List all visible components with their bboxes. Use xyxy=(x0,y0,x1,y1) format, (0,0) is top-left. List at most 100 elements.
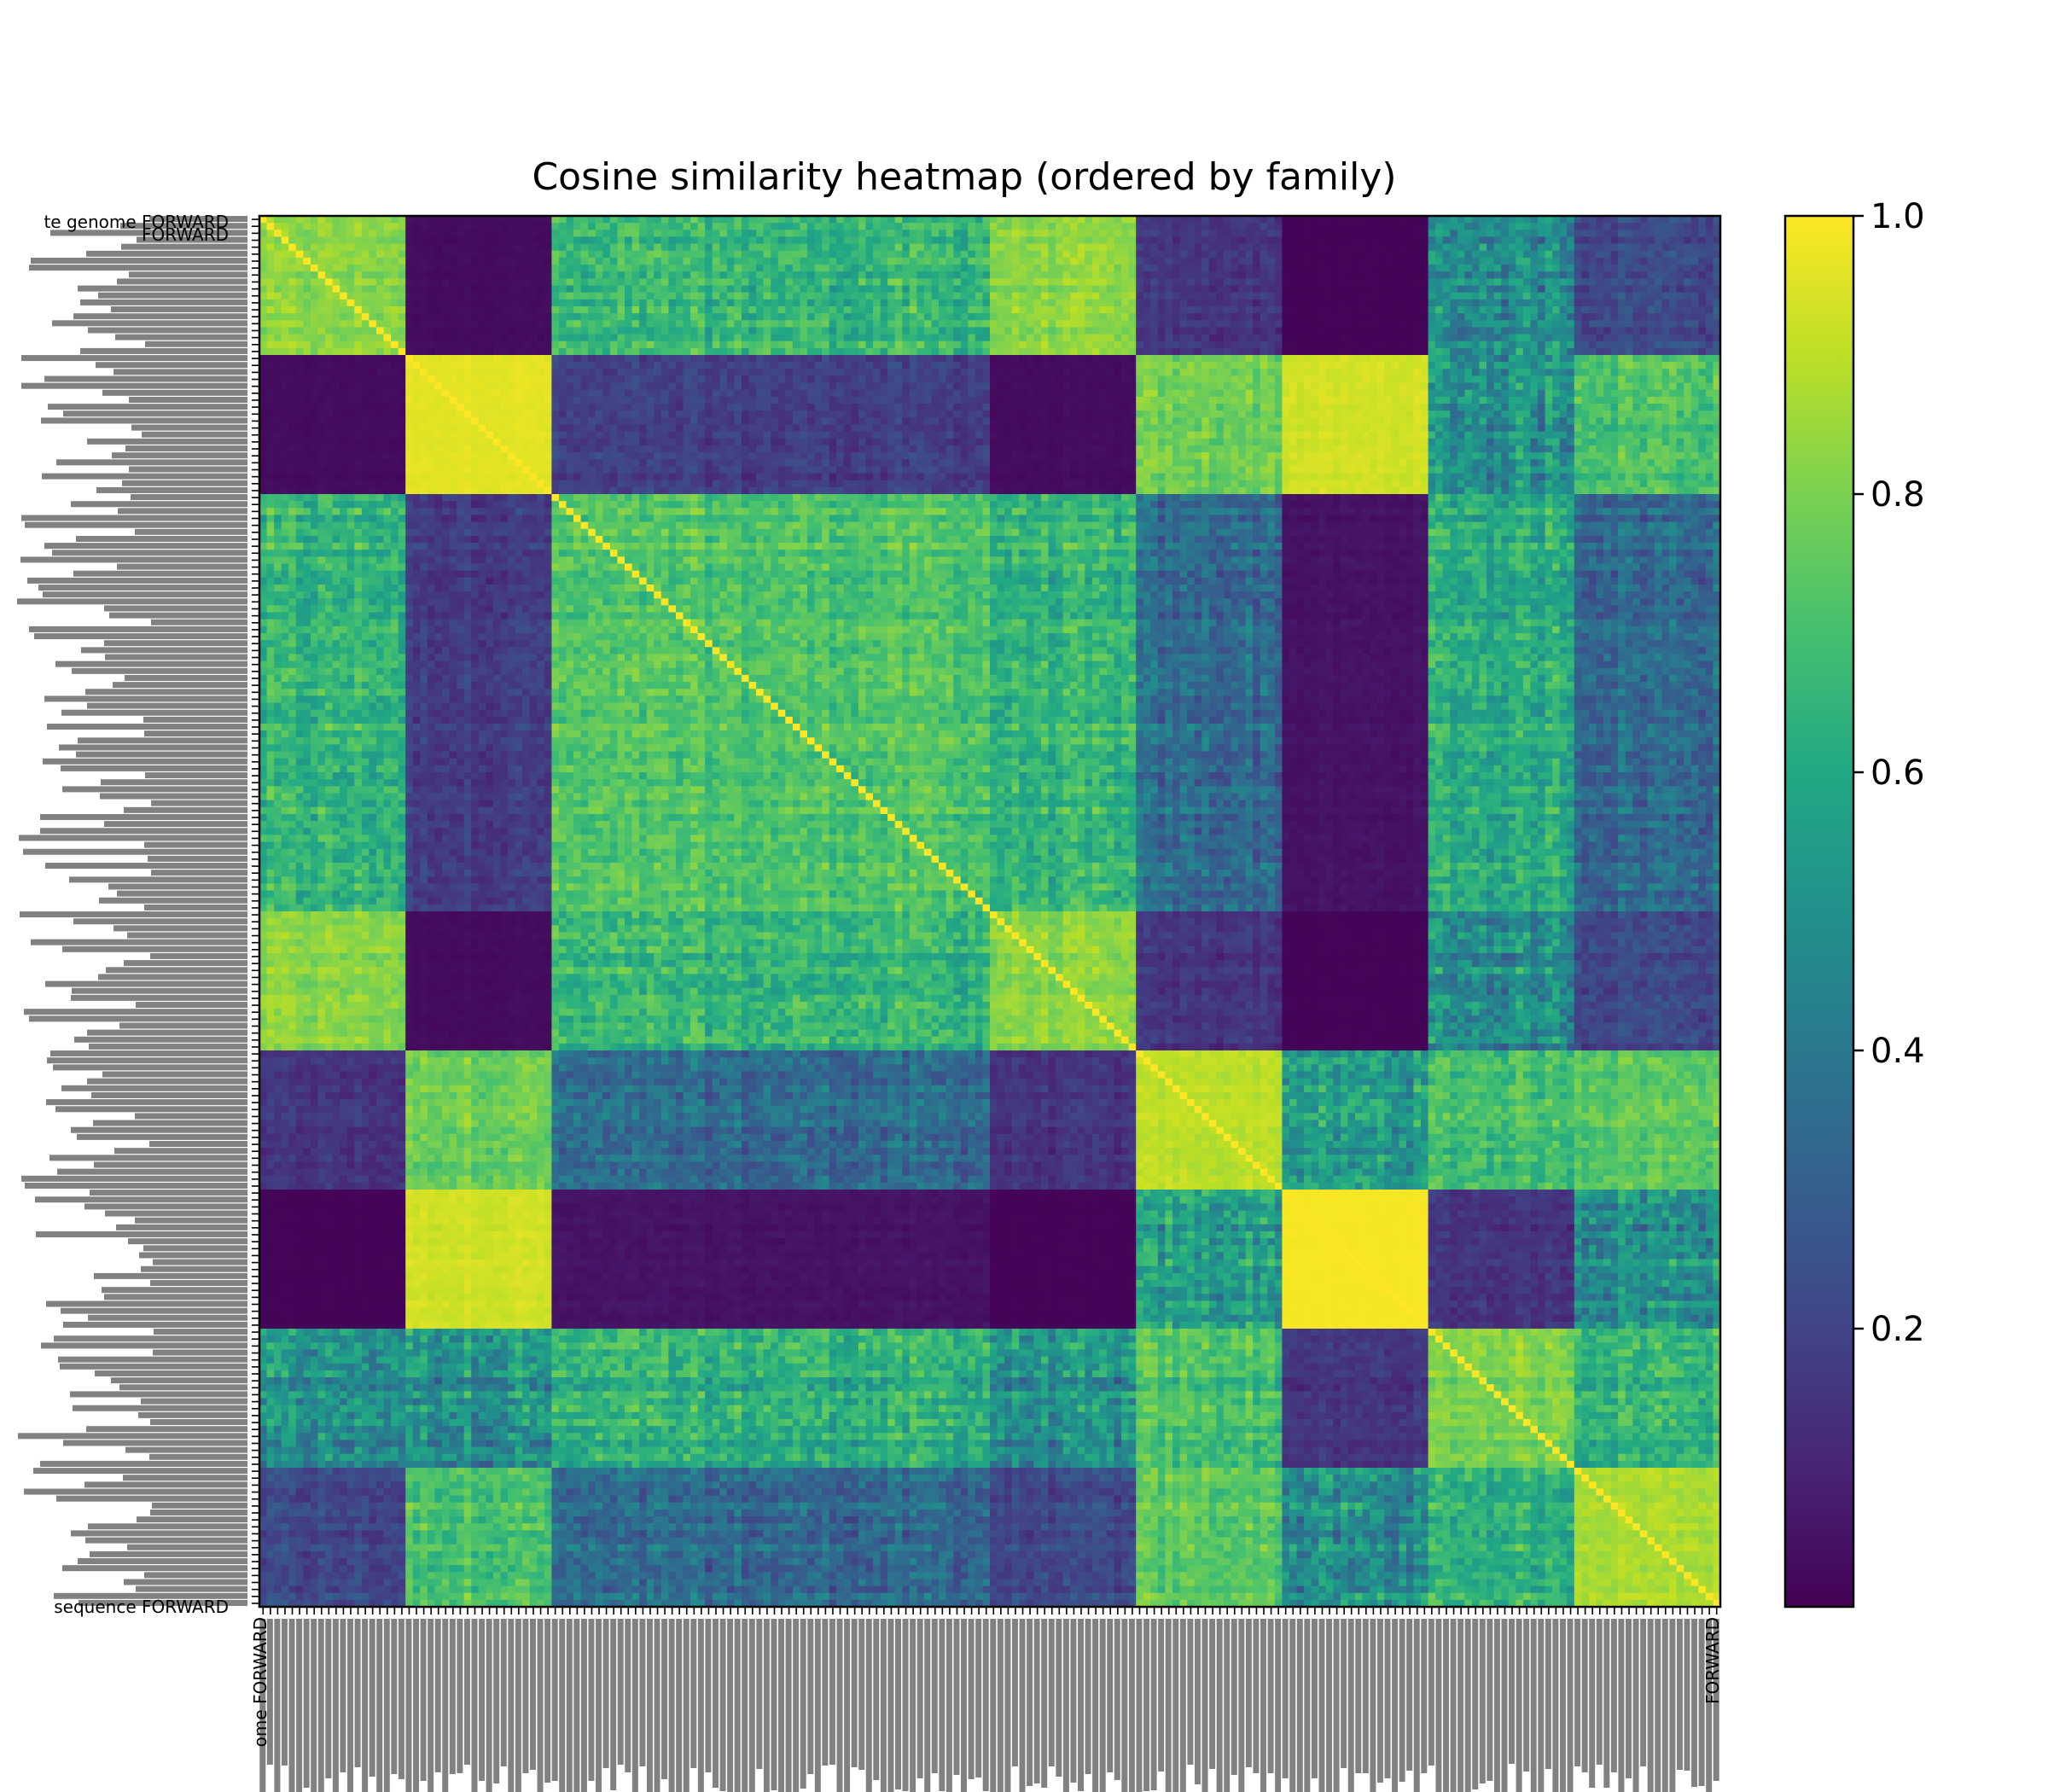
heatmap-cell xyxy=(573,305,582,314)
heatmap-cell xyxy=(1487,230,1495,238)
heatmap-cell xyxy=(756,243,765,252)
heatmap-cell xyxy=(777,334,786,342)
heatmap-cell xyxy=(1639,355,1648,363)
heatmap-cell xyxy=(383,340,392,349)
heatmap-cell xyxy=(1405,223,1415,230)
heatmap-cell xyxy=(1260,271,1268,279)
heatmap-cell xyxy=(923,320,933,328)
heatmap-cell xyxy=(639,292,648,300)
heatmap-cell xyxy=(1545,362,1553,369)
heatmap-cell xyxy=(756,278,765,287)
heatmap-cell xyxy=(909,382,917,391)
heatmap-cell xyxy=(1479,250,1487,259)
heatmap-cell xyxy=(1172,320,1181,328)
heatmap-cell xyxy=(383,362,392,369)
heatmap-cell xyxy=(1325,340,1334,349)
heatmap-cell xyxy=(442,299,451,307)
heatmap-cell xyxy=(1194,250,1202,259)
heatmap-cell xyxy=(1428,305,1436,314)
heatmap-cell xyxy=(1325,299,1334,307)
heatmap-cell xyxy=(843,230,852,238)
heatmap-cell xyxy=(317,375,326,384)
heatmap-cell xyxy=(1143,305,1151,314)
heatmap-cell xyxy=(1340,382,1349,391)
heatmap-cell xyxy=(1603,334,1612,342)
heatmap-cell xyxy=(405,243,414,252)
heatmap-cell xyxy=(515,347,523,356)
heatmap-cell xyxy=(595,355,603,363)
heatmap-cell xyxy=(1625,375,1633,384)
heatmap-cell xyxy=(1172,305,1181,314)
heatmap-cell xyxy=(1442,223,1451,230)
heatmap-cell xyxy=(1405,271,1415,279)
heatmap-cell xyxy=(1421,334,1429,342)
heatmap-cell xyxy=(1355,250,1364,259)
heatmap-cell xyxy=(625,347,633,356)
heatmap-cell xyxy=(303,299,311,307)
heatmap-cell xyxy=(1165,305,1173,314)
heatmap-cell xyxy=(1355,375,1364,384)
heatmap-cell xyxy=(340,334,348,342)
heatmap-cell xyxy=(690,382,699,391)
heatmap-cell xyxy=(529,320,538,328)
heatmap-cell xyxy=(953,250,962,259)
heatmap-cell xyxy=(427,362,436,369)
heatmap-cell xyxy=(1216,327,1225,335)
heatmap-cell xyxy=(734,320,742,328)
heatmap-cell xyxy=(332,362,340,369)
heatmap-cell xyxy=(1304,375,1312,384)
heatmap-cell xyxy=(595,292,603,300)
heatmap-cell xyxy=(1618,375,1626,384)
heatmap-cell xyxy=(923,355,933,363)
heatmap-cell xyxy=(1399,334,1407,342)
heatmap-cell xyxy=(982,285,991,294)
heatmap-cell xyxy=(1713,362,1721,369)
heatmap-cell xyxy=(1639,292,1648,300)
heatmap-cell xyxy=(1391,362,1399,369)
heatmap-cell xyxy=(427,355,436,363)
heatmap-cell xyxy=(383,375,392,384)
heatmap-cell xyxy=(1501,299,1510,307)
heatmap-cell xyxy=(1391,257,1399,265)
heatmap-cell xyxy=(1457,285,1465,294)
heatmap-cell xyxy=(405,223,414,230)
heatmap-cell xyxy=(1698,362,1707,369)
heatmap-cell xyxy=(1522,271,1532,279)
heatmap-cell xyxy=(975,292,984,300)
heatmap-cell xyxy=(1471,250,1481,259)
heatmap-cell xyxy=(1194,230,1202,238)
heatmap-cell xyxy=(1040,327,1050,335)
heatmap-cell xyxy=(1136,305,1144,314)
heatmap-cell xyxy=(529,299,538,307)
heatmap-cell xyxy=(1450,320,1458,328)
heatmap-cell xyxy=(1603,285,1612,294)
heatmap-cell xyxy=(807,355,816,363)
heatmap-cell xyxy=(471,278,480,287)
heatmap-cell xyxy=(1538,265,1546,272)
heatmap-cell xyxy=(1099,216,1108,224)
heatmap-cell xyxy=(1538,236,1546,245)
heatmap-cell xyxy=(785,313,794,321)
heatmap-cell xyxy=(894,271,903,279)
heatmap-cell xyxy=(617,278,625,287)
heatmap-cell xyxy=(434,313,443,321)
heatmap-cell xyxy=(1223,278,1232,287)
heatmap-cell xyxy=(449,369,457,377)
heatmap-cell xyxy=(1661,327,1670,335)
heatmap-cell xyxy=(1150,369,1159,377)
heatmap-cell xyxy=(1538,299,1546,307)
heatmap-cell xyxy=(1610,305,1619,314)
heatmap-cell xyxy=(748,230,757,238)
heatmap-cell xyxy=(800,230,808,238)
heatmap-cell xyxy=(982,347,991,356)
heatmap-cell xyxy=(836,250,845,259)
heatmap-cell xyxy=(463,250,472,259)
heatmap-cell xyxy=(792,382,801,391)
heatmap-cell xyxy=(463,334,472,342)
heatmap-cell xyxy=(814,236,823,245)
heatmap-cell xyxy=(814,265,823,272)
heatmap-cell xyxy=(361,382,369,391)
heatmap-cell xyxy=(1106,257,1115,265)
heatmap-cell xyxy=(675,243,684,252)
heatmap-cell xyxy=(1376,257,1385,265)
